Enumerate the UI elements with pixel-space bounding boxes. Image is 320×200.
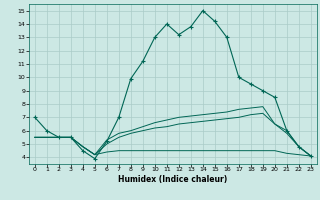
- X-axis label: Humidex (Indice chaleur): Humidex (Indice chaleur): [118, 175, 228, 184]
